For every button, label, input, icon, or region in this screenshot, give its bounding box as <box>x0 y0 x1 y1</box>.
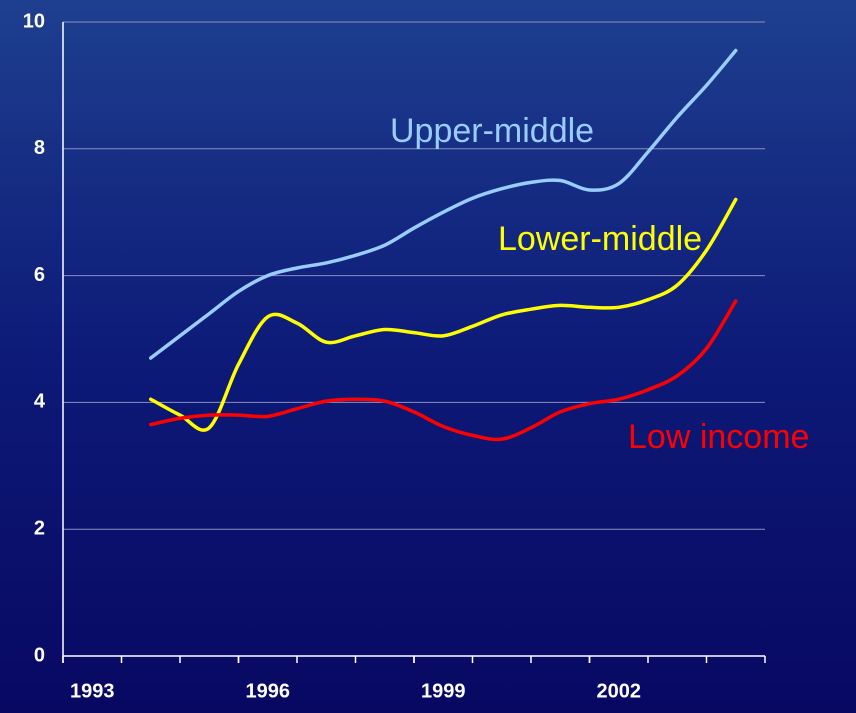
series-label: Low income <box>628 418 809 456</box>
y-tick-label: 10 <box>23 10 45 32</box>
series-line <box>149 48 738 360</box>
y-tick-label: 2 <box>34 517 45 539</box>
series-line <box>149 197 738 432</box>
series-label: Upper-middle <box>390 112 594 150</box>
y-tick-label: 8 <box>34 137 45 159</box>
series-line <box>149 299 738 442</box>
y-tick-label: 4 <box>34 391 46 413</box>
x-tick-label: 1993 <box>70 680 115 702</box>
y-tick-label: 0 <box>34 644 45 666</box>
x-tick-label: 1999 <box>421 680 466 702</box>
y-tick-label: 6 <box>34 264 45 286</box>
x-tick-label: 2002 <box>597 680 642 702</box>
series-label: Lower-middle <box>498 220 702 258</box>
x-tick-label: 1996 <box>246 680 291 702</box>
